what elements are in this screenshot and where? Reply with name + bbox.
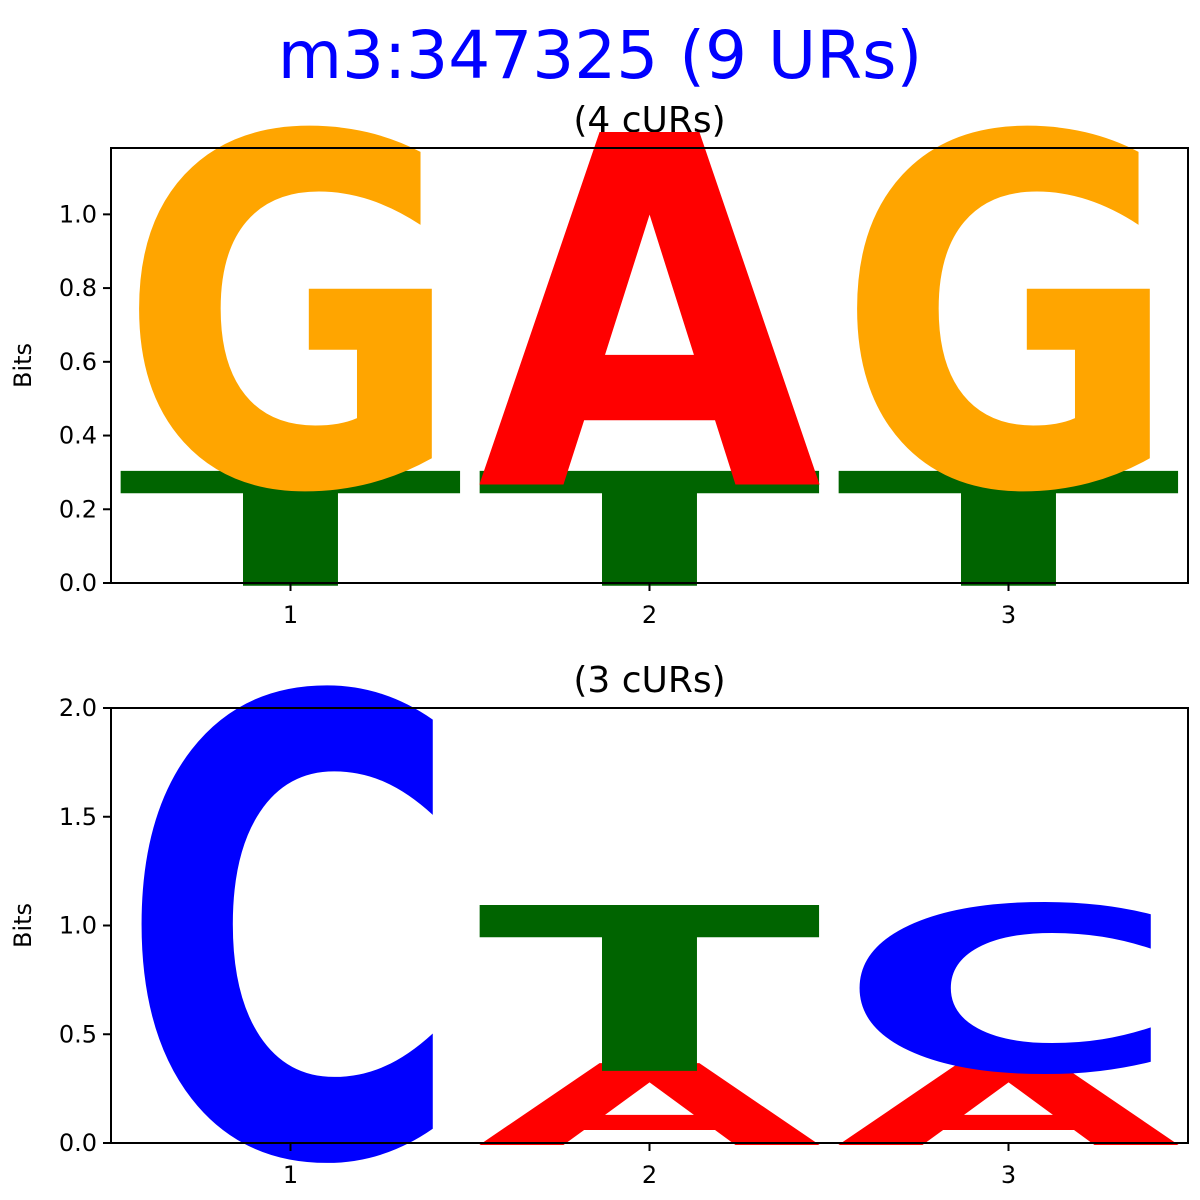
letter-T-pos-1: T (118, 440, 465, 623)
figure-title: m3:347325 (9 URs) (278, 17, 922, 94)
panel-title: (3 cURs) (573, 660, 725, 701)
letter-G-pos-1: G (118, 36, 463, 599)
y-tick-label: 0.8 (59, 274, 97, 302)
y-tick-label: 0.4 (59, 422, 97, 450)
letter-T-pos-2: T (477, 440, 824, 623)
y-tick-label: 0.2 (59, 495, 97, 523)
letter-T-pos-3: T (836, 440, 1183, 623)
y-tick-label: 1.0 (59, 912, 97, 940)
letter-A-pos-2: A (477, 36, 825, 599)
letter-C-pos-1: C (118, 570, 463, 1200)
x-tick-label: 3 (1001, 601, 1016, 629)
y-tick-label: 1.0 (59, 200, 97, 228)
x-tick-label: 2 (642, 601, 657, 629)
letter-G-pos-3: G (836, 36, 1181, 599)
y-tick-label: 1.5 (59, 803, 97, 831)
letter-T-pos-2: T (477, 860, 824, 1125)
y-tick-label: 0.6 (59, 348, 97, 376)
x-tick-label: 2 (642, 1161, 657, 1189)
letter-stacks: C AT AC (118, 570, 1184, 1200)
panel-title: (4 cURs) (573, 100, 725, 141)
y-tick-label: 2.0 (59, 694, 97, 722)
y-axis-label: Bits (9, 903, 37, 948)
letter-A-pos-2: A (477, 1041, 825, 1172)
y-axis-label: Bits (9, 343, 37, 388)
logo-panel-2: (3 cURs)Bits C AT AC0.00.51.01.52.01 2 3 (9, 570, 1189, 1200)
letter-A-pos-3: A (836, 1041, 1184, 1172)
y-tick-label: 0.0 (59, 1129, 97, 1157)
x-tick-label: 1 (283, 1161, 298, 1189)
x-tick-label: 1 (283, 601, 298, 629)
y-tick-label: 0.5 (59, 1020, 97, 1048)
y-tick-label: 0.0 (59, 569, 97, 597)
letter-C-pos-3: C (836, 861, 1181, 1126)
letter-stacks: TG TA TG (118, 36, 1183, 623)
x-tick-label: 3 (1001, 1161, 1016, 1189)
